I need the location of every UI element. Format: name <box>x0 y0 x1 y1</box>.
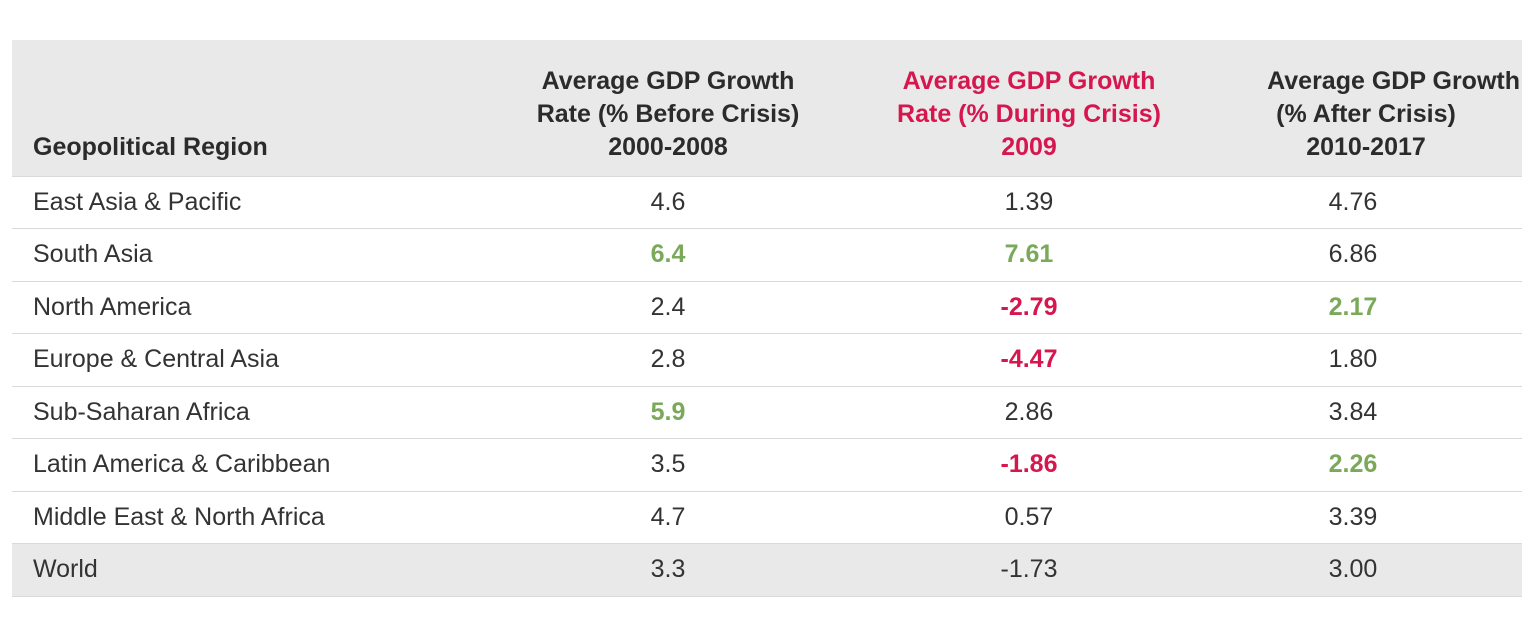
header-after-line-2: (% After Crisis) <box>1276 99 1456 128</box>
header-before-crisis: Average GDP Growth Rate (% Before Crisis… <box>462 40 874 176</box>
during-crisis-cell: 1.39 <box>1004 187 1054 216</box>
region-cell: Middle East & North Africa <box>33 502 325 531</box>
header-row: Geopolitical Region Average GDP Growth R… <box>12 40 1522 176</box>
region-cell: Latin America & Caribbean <box>33 450 331 479</box>
header-during-line-3: 2009 <box>1001 132 1057 161</box>
header-before-line-1: Average GDP Growth <box>541 66 795 95</box>
table-row: Middle East & North Africa 4.7 0.57 3.39 <box>12 491 1522 544</box>
table-row: South Asia 6.4 7.61 6.86 <box>12 229 1522 281</box>
before-crisis-cell: 4.6 <box>650 187 686 216</box>
region-cell: Sub-Saharan Africa <box>33 397 250 426</box>
before-crisis-cell: 2.8 <box>650 345 686 374</box>
during-crisis-cell: 0.57 <box>1004 502 1054 531</box>
during-crisis-cell: -1.86 <box>1000 450 1058 479</box>
before-crisis-cell: 4.7 <box>650 502 686 531</box>
after-crisis-cell: 6.86 <box>1328 240 1378 269</box>
table-header: Geopolitical Region Average GDP Growth R… <box>12 40 1522 176</box>
header-after-crisis: Average GDP Growth (% After Crisis) 2010… <box>1184 40 1522 176</box>
region-cell: East Asia & Pacific <box>33 187 242 216</box>
table-body: East Asia & Pacific 4.6 1.39 4.76 South … <box>12 176 1522 596</box>
header-after-line-1: Average GDP Growth <box>1267 66 1520 95</box>
after-crisis-cell: 1.80 <box>1328 345 1378 374</box>
table-row: Latin America & Caribbean 3.5 -1.86 2.26 <box>12 439 1522 491</box>
during-crisis-cell: -1.73 <box>1000 555 1058 584</box>
region-cell: Europe & Central Asia <box>33 345 279 374</box>
table-row: Sub-Saharan Africa 5.9 2.86 3.84 <box>12 386 1522 439</box>
before-crisis-cell: 3.5 <box>650 450 686 479</box>
during-crisis-cell: 7.61 <box>1004 240 1054 269</box>
after-crisis-cell: 4.76 <box>1328 187 1378 216</box>
region-cell: South Asia <box>33 240 153 269</box>
after-crisis-cell: 3.00 <box>1328 555 1378 584</box>
world-total-row: World 3.3 -1.73 3.00 <box>12 543 1522 596</box>
header-geopolitical-region: Geopolitical Region <box>12 40 462 176</box>
during-crisis-cell: -2.79 <box>1000 292 1058 321</box>
table-row: North America 2.4 -2.79 2.17 <box>12 281 1522 334</box>
header-region-label: Geopolitical Region <box>33 132 268 161</box>
after-crisis-cell: 2.26 <box>1328 450 1378 479</box>
header-before-line-3: 2000-2008 <box>608 132 728 161</box>
after-crisis-cell: 3.39 <box>1328 502 1378 531</box>
header-during-crisis: Average GDP Growth Rate (% During Crisis… <box>874 40 1184 176</box>
table-row: Europe & Central Asia 2.8 -4.47 1.80 <box>12 334 1522 386</box>
header-before-line-2: Rate (% Before Crisis) <box>536 99 800 128</box>
during-crisis-cell: -4.47 <box>1000 345 1058 374</box>
gdp-growth-table-container: Geopolitical Region Average GDP Growth R… <box>12 40 1522 597</box>
region-cell: World <box>33 555 98 584</box>
before-crisis-cell: 6.4 <box>650 240 686 269</box>
during-crisis-cell: 2.86 <box>1004 397 1054 426</box>
gdp-growth-table: Geopolitical Region Average GDP Growth R… <box>12 40 1522 597</box>
before-crisis-cell: 2.4 <box>650 292 686 321</box>
after-crisis-cell: 3.84 <box>1328 397 1378 426</box>
after-crisis-cell: 2.17 <box>1328 292 1378 321</box>
region-cell: North America <box>33 292 192 321</box>
header-after-line-3: 2010-2017 <box>1306 132 1426 161</box>
before-crisis-cell: 5.9 <box>650 397 686 426</box>
header-during-line-1: Average GDP Growth <box>902 66 1156 95</box>
table-row: East Asia & Pacific 4.6 1.39 4.76 <box>12 176 1522 229</box>
before-crisis-cell: 3.3 <box>650 555 686 584</box>
header-during-line-2: Rate (% During Crisis) <box>897 99 1161 128</box>
